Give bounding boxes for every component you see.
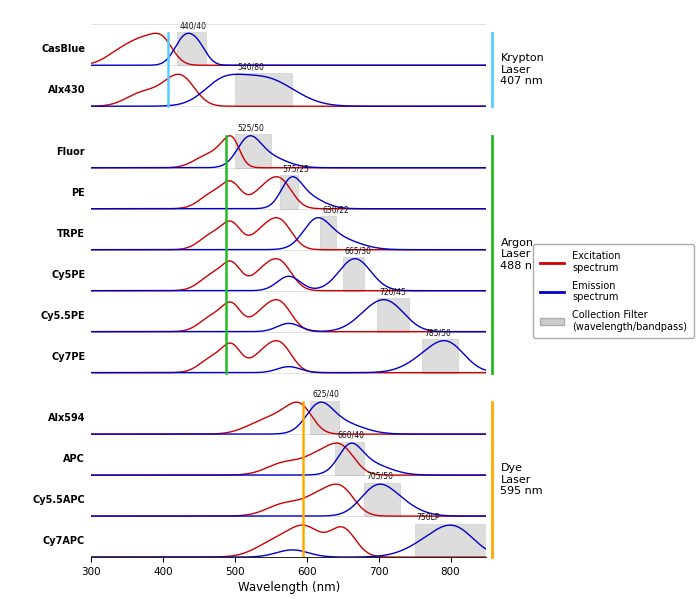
Text: Alx594: Alx594 [48,413,85,423]
Text: 440/40: 440/40 [179,21,206,30]
Text: Fluor: Fluor [57,147,85,157]
Text: Cy5.5APC: Cy5.5APC [32,495,85,505]
Text: Cy7APC: Cy7APC [43,536,85,546]
Bar [335,441,364,475]
Text: PE: PE [71,187,85,198]
Text: APC: APC [64,454,85,464]
Bar [234,134,271,168]
Text: TRPE: TRPE [57,229,85,239]
Text: Krypton
Laser
407 nm: Krypton Laser 407 nm [500,53,545,86]
Text: Cy5PE: Cy5PE [51,270,85,280]
Text: Cy7PE: Cy7PE [51,352,85,362]
Bar [310,401,339,434]
Bar [280,175,298,208]
Bar [343,257,364,291]
Text: Cy5.5PE: Cy5.5PE [41,311,85,320]
Text: Alx430: Alx430 [48,85,85,95]
Text: 720/45: 720/45 [379,288,406,297]
Bar [377,298,410,332]
Bar [414,524,486,557]
Bar [321,216,336,250]
Text: 705/50: 705/50 [366,472,393,481]
Bar [234,72,293,106]
X-axis label: Wavelength (nm): Wavelength (nm) [237,581,340,594]
Text: 575/25: 575/25 [282,165,309,174]
Bar [177,32,206,65]
Bar [422,339,458,373]
Text: Argon
Laser
488 nm: Argon Laser 488 nm [500,238,543,271]
Bar [364,483,400,516]
Text: 660/40: 660/40 [337,431,365,440]
Text: 625/40: 625/40 [312,390,340,399]
Text: 665/30: 665/30 [345,246,372,255]
Text: 525/50: 525/50 [237,123,264,132]
Text: CasBlue: CasBlue [41,44,85,55]
Text: 540/80: 540/80 [237,62,264,71]
Legend: Excitation
spectrum, Emission
spectrum, Collection Filter
(wavelength/bandpass): Excitation spectrum, Emission spectrum, … [533,244,694,338]
Text: Dye
Laser
595 nm: Dye Laser 595 nm [500,463,543,496]
Text: 785/50: 785/50 [424,328,451,337]
Text: 630/22: 630/22 [323,205,349,214]
Text: 750LP: 750LP [416,513,440,522]
